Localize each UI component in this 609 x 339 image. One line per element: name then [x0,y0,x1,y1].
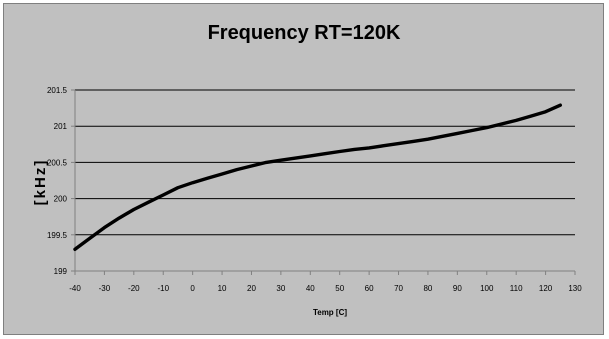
chart-frame [3,3,604,335]
x-tick-label: -30 [99,284,111,293]
x-tick-label: 110 [510,284,523,293]
series-line [73,103,562,251]
y-tick-label: 200.5 [47,158,68,167]
y-tick-label: 199 [54,267,68,276]
x-tick-label: 90 [453,284,462,293]
x-tick-label: 50 [335,284,344,293]
x-tick-label: 100 [480,284,494,293]
x-axis-label: Temp [C] [313,308,347,317]
x-tick-labels: -40 -30 -20 -10 0 10 20 30 40 50 60 70 80 90 100 110 120… [69,284,582,293]
axes [71,89,576,275]
x-tick-label: -20 [128,284,140,293]
x-tick-label: 0 [190,284,195,293]
x-tick-label: 40 [306,284,315,293]
y-tick-labels: 199 199.5 200 200.5 201 201.5 [47,86,68,276]
y-tick-label: 201 [54,122,68,131]
x-tick-label: 60 [365,284,374,293]
x-tick-label: -40 [69,284,81,293]
grid-lines [75,89,575,236]
x-tick-label: 120 [539,284,553,293]
y-tick-label: 199.5 [47,231,68,240]
x-tick-label: 20 [247,284,256,293]
x-tick-label: 80 [423,284,432,293]
y-axis-label: [kHz] [32,159,49,206]
y-tick-label: 201.5 [47,86,68,95]
x-tick-label: 130 [568,284,582,293]
x-tick-label: 30 [276,284,285,293]
x-tick-label: 10 [218,284,227,293]
x-tick-label: -10 [157,284,169,293]
chart-title: Frequency RT=120K [208,22,401,44]
y-tick-label: 200 [54,195,68,204]
x-tick-label: 70 [394,284,403,293]
